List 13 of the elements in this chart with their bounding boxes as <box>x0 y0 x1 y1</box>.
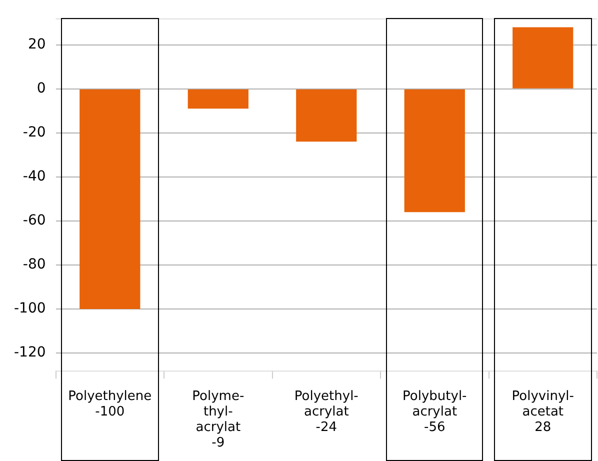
x-tick-label: Polyme-thyl-acrylat -9 <box>192 388 244 451</box>
y-tick-label: -120 <box>14 344 46 361</box>
y-tick-label: 0 <box>36 80 46 96</box>
y-tick-label: -100 <box>14 300 46 317</box>
y-tick-label: -40 <box>22 168 46 185</box>
y-tick-label: 20 <box>28 36 46 52</box>
y-tick-label: -20 <box>22 124 46 141</box>
x-tick-label: Polybutyl-acrylat -56 <box>402 388 468 435</box>
y-tick-label: -80 <box>22 256 46 273</box>
y-tick-label: -60 <box>22 212 46 229</box>
x-tick-label: Polyvinyl-acetat 28 <box>512 388 574 435</box>
x-tick-label: Polyethylene -100 <box>68 388 152 420</box>
x-tick-label: Polyethyl-acrylat -24 <box>294 388 359 435</box>
